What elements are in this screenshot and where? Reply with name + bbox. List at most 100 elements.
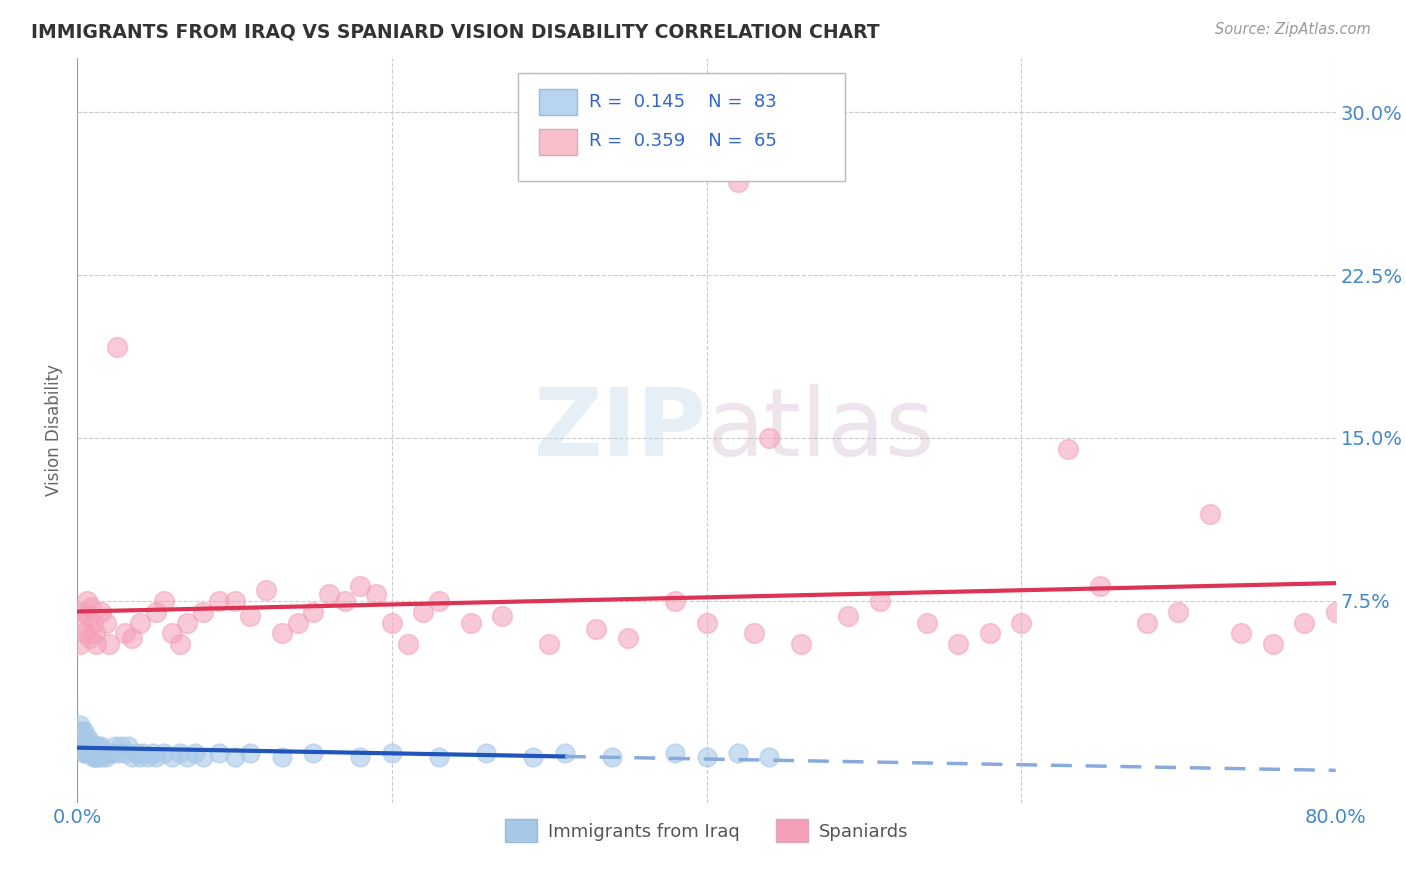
Point	[176, 750, 198, 764]
Point	[82, 739, 104, 754]
Point	[191, 750, 215, 764]
Point	[79, 735, 101, 749]
Point	[127, 746, 149, 760]
Point	[790, 637, 813, 651]
Text: ZIP: ZIP	[534, 384, 707, 476]
Point	[758, 750, 780, 764]
Point	[80, 600, 103, 615]
Point	[191, 605, 215, 619]
Point	[93, 746, 115, 760]
Point	[617, 631, 640, 645]
Point	[169, 746, 191, 760]
Point	[129, 750, 152, 764]
Point	[664, 594, 686, 608]
Point	[333, 594, 356, 608]
Point	[915, 615, 938, 630]
Point	[104, 739, 127, 754]
Text: Source: ZipAtlas.com: Source: ZipAtlas.com	[1215, 22, 1371, 37]
Point	[129, 615, 152, 630]
Point	[239, 609, 262, 624]
Point	[142, 746, 165, 760]
Point	[90, 750, 112, 764]
Point	[107, 746, 129, 760]
FancyBboxPatch shape	[538, 89, 576, 115]
Point	[72, 735, 94, 749]
Point	[302, 605, 325, 619]
Point	[70, 731, 93, 745]
Point	[224, 750, 246, 764]
Point	[114, 746, 136, 760]
Point	[105, 340, 128, 354]
Point	[427, 750, 450, 764]
Point	[254, 582, 277, 597]
Point	[84, 750, 107, 764]
Point	[600, 750, 623, 764]
Point	[76, 739, 98, 754]
Point	[1324, 605, 1347, 619]
Text: atlas: atlas	[707, 384, 935, 476]
Point	[664, 746, 686, 760]
Point	[121, 631, 143, 645]
Point	[70, 724, 93, 739]
Point	[83, 739, 105, 754]
Point	[69, 735, 91, 749]
Point	[69, 637, 91, 651]
Point	[318, 587, 340, 601]
Point	[96, 746, 118, 760]
Point	[79, 739, 101, 754]
Point	[554, 746, 576, 760]
Point	[837, 609, 859, 624]
Point	[91, 746, 114, 760]
Point	[77, 731, 100, 745]
Point	[270, 626, 292, 640]
Point	[75, 739, 97, 754]
Point	[224, 594, 246, 608]
Point	[132, 746, 155, 760]
Point	[1057, 442, 1080, 456]
Point	[90, 605, 112, 619]
Point	[87, 750, 110, 764]
Point	[1294, 615, 1316, 630]
Point	[84, 739, 107, 754]
Point	[948, 637, 970, 651]
Point	[153, 594, 176, 608]
Point	[80, 746, 103, 760]
Point	[110, 739, 132, 754]
Point	[75, 731, 97, 745]
Point	[287, 615, 309, 630]
Point	[145, 605, 167, 619]
Point	[67, 731, 90, 745]
Point	[87, 739, 110, 754]
FancyBboxPatch shape	[538, 128, 576, 155]
Point	[585, 622, 607, 636]
Point	[460, 615, 482, 630]
Point	[412, 605, 434, 619]
Point	[76, 594, 98, 608]
Point	[136, 750, 159, 764]
Point	[349, 579, 371, 593]
Text: R =  0.145    N =  83: R = 0.145 N = 83	[589, 93, 778, 111]
Point	[80, 739, 103, 754]
Point	[76, 746, 98, 760]
Point	[742, 626, 765, 640]
Point	[427, 594, 450, 608]
Point	[184, 746, 207, 760]
Point	[75, 735, 97, 749]
Point	[208, 594, 231, 608]
Point	[82, 750, 104, 764]
Text: R =  0.359    N =  65: R = 0.359 N = 65	[589, 132, 778, 151]
Point	[522, 750, 544, 764]
Point	[77, 746, 100, 760]
Point	[1010, 615, 1032, 630]
Point	[349, 750, 371, 764]
Point	[83, 750, 105, 764]
Point	[70, 739, 93, 754]
Point	[366, 587, 388, 601]
Point	[84, 637, 107, 651]
Point	[67, 724, 90, 739]
Point	[117, 739, 139, 754]
Point	[270, 750, 292, 764]
Point	[475, 746, 498, 760]
Point	[1198, 507, 1220, 521]
Point	[153, 746, 176, 760]
